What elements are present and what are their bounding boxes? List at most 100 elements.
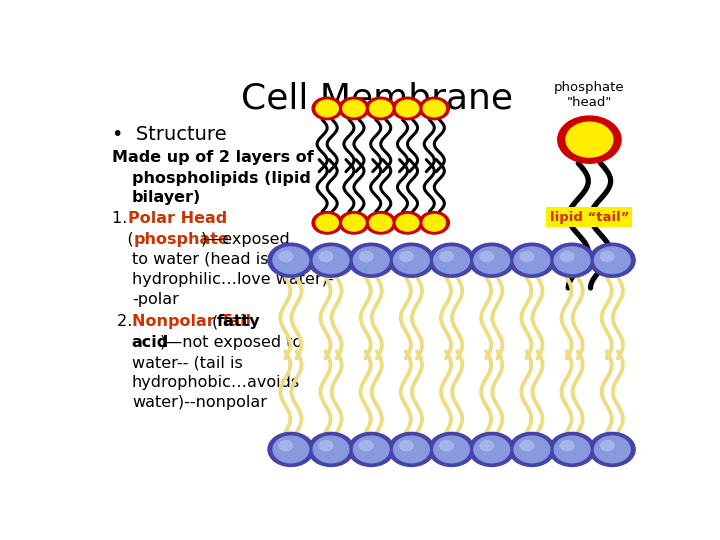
Circle shape [389,243,434,277]
Circle shape [369,100,392,117]
Circle shape [400,441,413,451]
Circle shape [474,436,510,463]
Circle shape [268,243,314,277]
Circle shape [308,433,354,467]
Text: phosphate
"head": phosphate "head" [554,82,625,110]
Circle shape [308,243,354,277]
Circle shape [339,212,369,234]
Text: hydrophilic…love water)-: hydrophilic…love water)- [132,272,333,287]
Circle shape [433,247,469,274]
Circle shape [428,433,474,467]
Circle shape [480,252,493,261]
Circle shape [419,212,449,234]
Text: )—not exposed to: )—not exposed to [160,335,302,350]
Circle shape [394,247,429,274]
Circle shape [279,441,292,451]
Text: fatty: fatty [217,314,261,329]
Circle shape [359,441,373,451]
Circle shape [423,214,446,231]
Circle shape [312,97,342,120]
Circle shape [268,433,314,467]
Circle shape [366,97,396,120]
Circle shape [394,436,429,463]
Circle shape [566,122,613,157]
Text: (: ( [212,314,218,329]
Circle shape [509,243,555,277]
Text: )—exposed: )—exposed [200,232,290,247]
Circle shape [558,116,621,163]
Text: Nonpolar Tail: Nonpolar Tail [132,314,251,329]
Circle shape [520,252,534,261]
Circle shape [316,214,338,231]
Circle shape [369,214,392,231]
Circle shape [600,252,614,261]
Text: phospholipids (lipid: phospholipids (lipid [132,171,311,186]
Circle shape [348,243,394,277]
Text: phosphate: phosphate [133,232,230,247]
Text: water)--nonpolar: water)--nonpolar [132,395,267,410]
Circle shape [313,436,349,463]
Circle shape [514,247,550,274]
Text: (: ( [112,232,134,247]
Circle shape [549,243,595,277]
Circle shape [428,243,474,277]
Circle shape [595,247,630,274]
Circle shape [396,100,418,117]
Text: lipid “tail”: lipid “tail” [549,211,629,224]
Circle shape [392,97,423,120]
Text: Cell Membrane: Cell Membrane [240,82,513,116]
Circle shape [319,441,333,451]
Text: water-- (tail is: water-- (tail is [132,355,243,370]
Circle shape [354,247,389,274]
Circle shape [560,441,574,451]
Circle shape [560,252,574,261]
Circle shape [474,247,510,274]
Circle shape [316,100,338,117]
Circle shape [554,436,590,463]
Text: to water (head is: to water (head is [132,252,269,267]
Text: 2.: 2. [112,314,138,329]
Circle shape [590,243,635,277]
Circle shape [343,100,365,117]
Text: •  Structure: • Structure [112,125,227,144]
Circle shape [359,252,373,261]
Circle shape [469,243,515,277]
Circle shape [279,252,292,261]
Circle shape [595,436,630,463]
Text: bilayer): bilayer) [132,191,201,205]
Text: acid: acid [132,335,169,350]
Circle shape [400,252,413,261]
Circle shape [354,436,389,463]
Circle shape [480,441,493,451]
Text: Made up of 2 layers of: Made up of 2 layers of [112,150,314,165]
Circle shape [366,212,396,234]
Circle shape [554,247,590,274]
Text: Polar Head: Polar Head [128,211,228,226]
Circle shape [396,214,418,231]
Circle shape [339,97,369,120]
Text: hydrophobic…avoids: hydrophobic…avoids [132,375,300,390]
Text: -polar: -polar [132,292,179,307]
Circle shape [423,100,446,117]
Circle shape [389,433,434,467]
Circle shape [343,214,365,231]
Circle shape [273,247,309,274]
Circle shape [514,436,550,463]
Circle shape [319,252,333,261]
Circle shape [433,436,469,463]
Circle shape [392,212,423,234]
Circle shape [440,441,454,451]
Circle shape [419,97,449,120]
Circle shape [509,433,555,467]
Circle shape [440,252,454,261]
Circle shape [273,436,309,463]
Circle shape [549,433,595,467]
Circle shape [600,441,614,451]
Circle shape [590,433,635,467]
Text: 1.: 1. [112,211,132,226]
Circle shape [313,247,349,274]
Circle shape [348,433,394,467]
Circle shape [520,441,534,451]
Circle shape [469,433,515,467]
Circle shape [312,212,342,234]
